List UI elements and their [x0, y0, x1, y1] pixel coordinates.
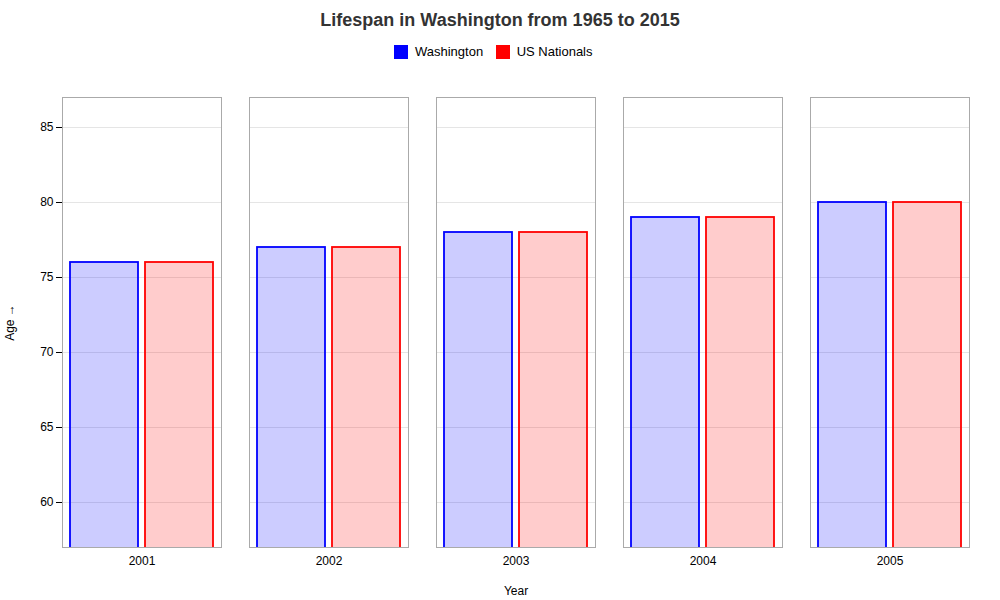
svg-text:65: 65 [40, 420, 54, 434]
svg-text:Age →: Age → [3, 304, 17, 341]
svg-text:75: 75 [40, 270, 54, 284]
svg-text:60: 60 [40, 495, 54, 509]
svg-text:85: 85 [40, 120, 54, 134]
svg-text:70: 70 [40, 345, 54, 359]
html-text:US Nationals: US Nationals [516, 44, 593, 59]
svg-text:2001: 2001 [129, 554, 156, 568]
svg-text:2004: 2004 [690, 554, 717, 568]
svg-text:Year: Year [504, 583, 528, 597]
svg-text:2002: 2002 [316, 554, 343, 568]
html-text:Washington: Washington [415, 44, 484, 59]
svg-text:80: 80 [40, 195, 54, 209]
svg-text:2005: 2005 [877, 554, 904, 568]
html-text:Lifespan in Washington from 19: Lifespan in Washington from 1965 to 2015 [320, 10, 680, 30]
svg-text:2003: 2003 [503, 554, 530, 568]
